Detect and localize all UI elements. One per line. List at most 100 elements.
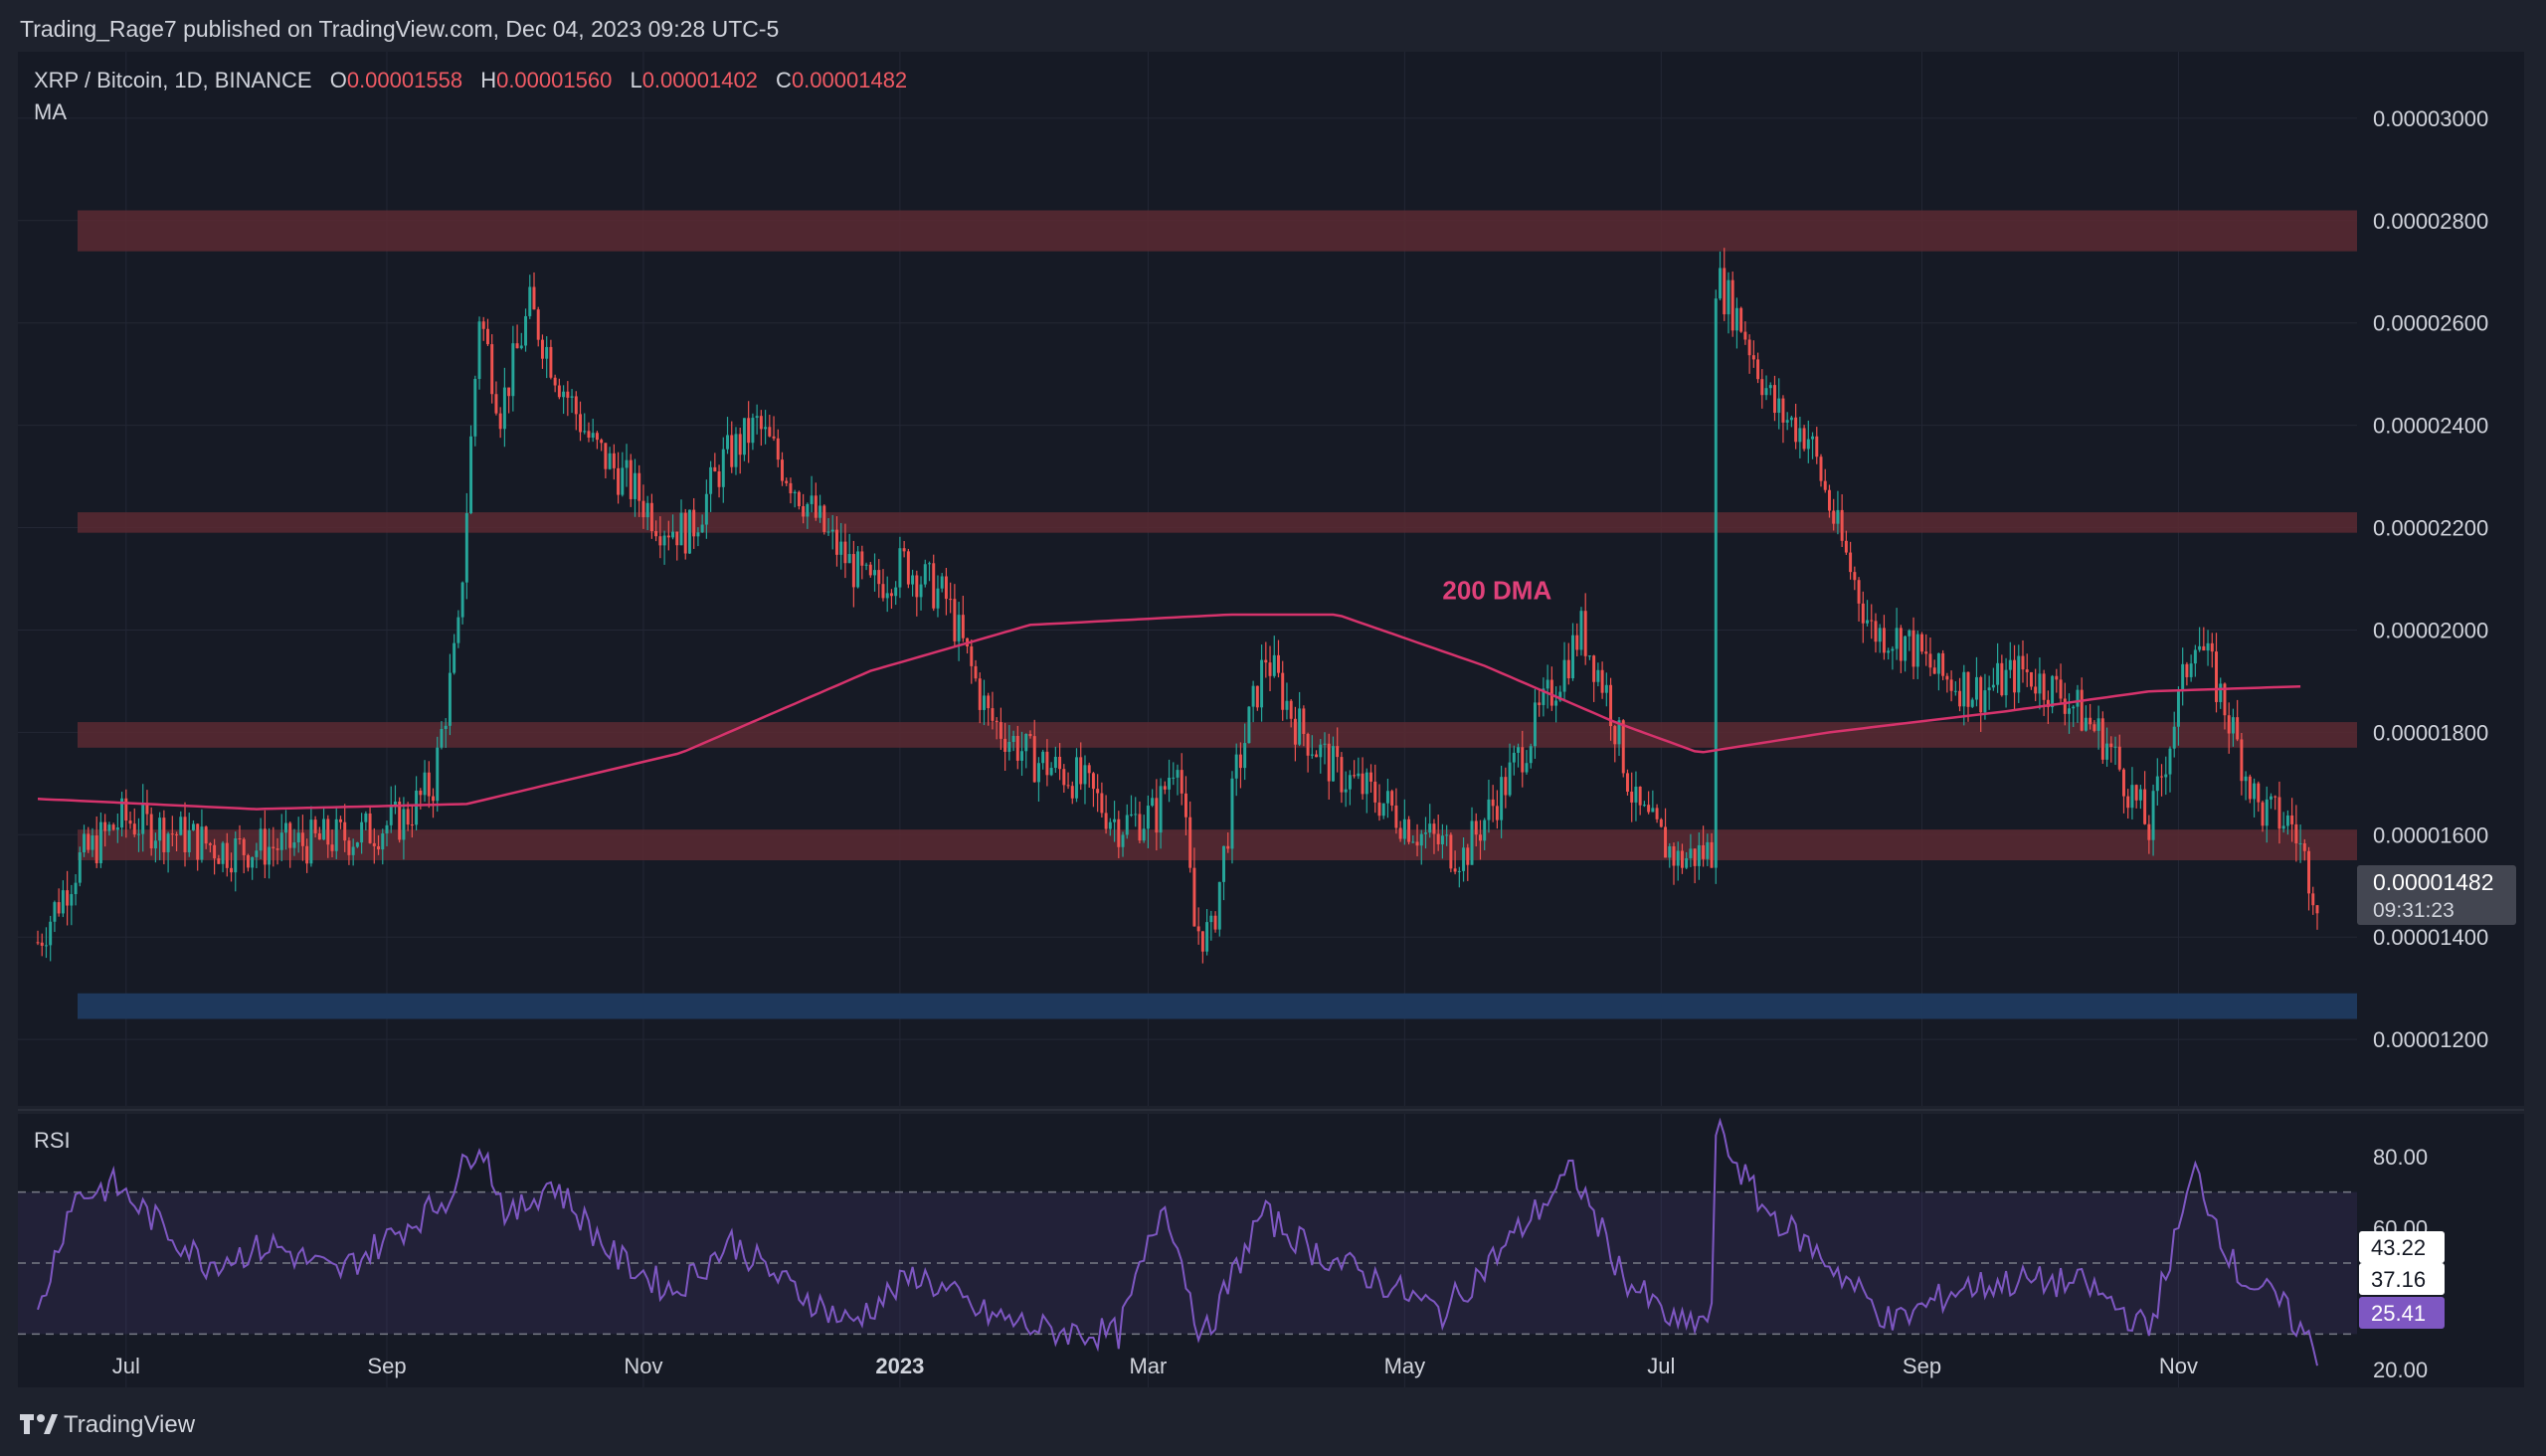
rsi-badges: 43.22 37.16 25.41: [2359, 1231, 2445, 1329]
candle-body: [158, 818, 162, 841]
candle: [1083, 755, 1087, 805]
candle-body: [1664, 826, 1668, 858]
candle: [2072, 704, 2076, 728]
candle: [1075, 748, 1078, 803]
candle: [1134, 797, 1138, 827]
candle: [1853, 566, 1857, 591]
candle-body: [364, 813, 368, 822]
candle-body: [1504, 777, 1508, 796]
candle: [1882, 615, 1886, 660]
candle: [1180, 753, 1183, 806]
candle-body: [1920, 634, 1923, 652]
candle: [961, 596, 965, 642]
candle-body: [1651, 808, 1655, 813]
candle-body: [275, 848, 279, 850]
candle-body: [300, 832, 304, 846]
candle: [734, 427, 738, 475]
candle: [1932, 659, 1936, 674]
candle: [1747, 334, 1751, 374]
symbol-legend: XRP / Bitcoin, 1D, BINANCE O0.00001558 H…: [34, 68, 907, 92]
candle: [1974, 656, 1978, 707]
candle: [2008, 641, 2012, 679]
candle-body: [1566, 659, 1570, 679]
candle: [1066, 772, 1070, 790]
candle: [432, 788, 435, 819]
candle-body: [1638, 786, 1642, 806]
candle-body: [1402, 819, 1406, 839]
candle-body: [1596, 669, 1600, 682]
candle: [2034, 668, 2038, 702]
candle: [1870, 604, 1874, 639]
candle: [279, 814, 283, 861]
candle: [410, 806, 414, 838]
candle: [70, 884, 74, 926]
candle: [1032, 719, 1036, 783]
candle: [2298, 824, 2302, 863]
candle: [528, 274, 532, 319]
candle-body: [2134, 785, 2138, 801]
candle-body: [2236, 717, 2240, 740]
candle-body: [1096, 789, 1100, 794]
time-axis[interactable]: Jul Sep Nov 2023 Mar May Jul Sep Nov: [112, 1354, 2198, 1378]
candle: [1504, 767, 1508, 809]
candle: [213, 838, 217, 875]
candle: [1500, 765, 1504, 838]
candle: [1247, 705, 1251, 744]
candle-body: [1373, 781, 1377, 803]
candle: [305, 838, 309, 873]
candle: [1600, 661, 1604, 699]
candle-body: [1390, 791, 1394, 806]
candle: [625, 444, 629, 487]
candle-body: [507, 387, 511, 397]
candle-body: [1125, 815, 1129, 835]
candle-body: [1870, 620, 1874, 622]
candle: [1336, 727, 1340, 773]
candle-body: [843, 541, 847, 564]
candle: [360, 813, 364, 854]
candle-body: [1743, 331, 1747, 340]
candle-body: [2277, 797, 2281, 829]
candle: [583, 413, 587, 435]
candle-body: [456, 617, 460, 643]
candle: [2261, 800, 2265, 832]
candle: [919, 576, 923, 611]
candle: [1478, 819, 1482, 860]
candle: [1823, 468, 1827, 493]
candle-body: [2072, 706, 2076, 709]
tradingview-logo[interactable]: TradingView: [20, 1411, 196, 1438]
candle: [1634, 771, 1638, 821]
price-axis[interactable]: 0.00003000 0.00002800 0.00002600 0.00002400…: [2373, 106, 2488, 1382]
rsi-pane[interactable]: [18, 1114, 2524, 1387]
candle-body: [2046, 699, 2050, 708]
candle: [1702, 825, 1706, 867]
candle: [74, 874, 78, 906]
candle: [91, 827, 94, 857]
rsi-label[interactable]: RSI: [34, 1128, 71, 1153]
candle-body: [1213, 915, 1217, 930]
candle-body: [432, 796, 435, 802]
candle-body: [868, 564, 872, 576]
candle-body: [2307, 850, 2311, 894]
candle: [612, 444, 616, 480]
candle-body: [2168, 748, 2172, 775]
candle-body: [1714, 298, 1718, 868]
candle-body: [957, 615, 961, 641]
candle: [641, 484, 645, 529]
main-pane[interactable]: [18, 52, 2524, 1106]
candle: [1908, 629, 1911, 651]
candle: [1113, 801, 1117, 842]
candle-body: [713, 466, 717, 471]
ma-indicator-label[interactable]: MA: [34, 99, 67, 124]
candle: [1844, 530, 1848, 555]
candle-body: [377, 845, 381, 850]
candle-body: [115, 827, 119, 830]
candle-body: [2265, 799, 2269, 826]
candle: [1168, 759, 1172, 803]
candle-body: [2215, 651, 2218, 702]
candle: [1415, 823, 1419, 857]
candle-body: [166, 833, 170, 852]
candle: [1205, 909, 1209, 956]
candle-body: [2147, 823, 2151, 840]
candle-body: [970, 645, 974, 666]
